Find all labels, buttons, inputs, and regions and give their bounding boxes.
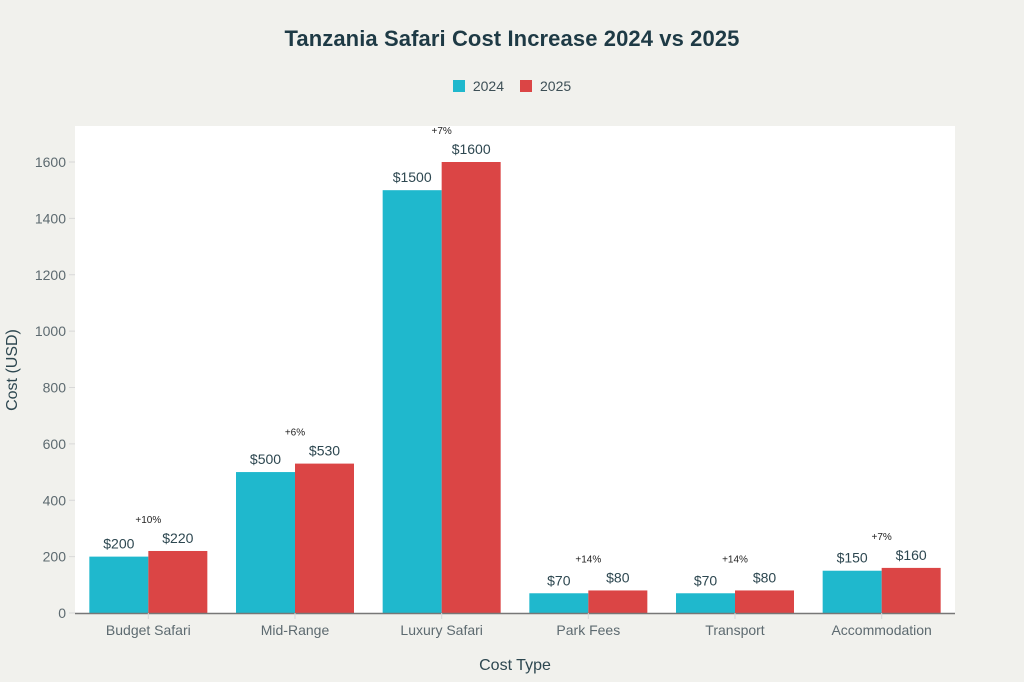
- y-tick-label: 1600: [35, 154, 66, 170]
- data-label-2025: $220: [162, 530, 193, 546]
- x-axis: Budget Safari Mid-Range Luxury Safari Park …: [75, 612, 955, 638]
- legend: 2024 2025: [0, 78, 1024, 94]
- data-label-2024: $70: [694, 572, 718, 588]
- y-tick-label: 400: [43, 492, 67, 508]
- x-tick-label: Transport: [705, 622, 765, 638]
- x-tick-label: Mid-Range: [261, 622, 330, 638]
- data-label-2025: $1600: [452, 141, 491, 157]
- plot-area: [75, 126, 955, 614]
- bar-2024: [529, 593, 589, 613]
- bar-2025: [588, 590, 648, 613]
- bar-2025: [441, 162, 501, 613]
- y-tick-label: 800: [43, 380, 67, 396]
- legend-label-2025: 2025: [540, 78, 572, 94]
- bar-2025: [881, 567, 941, 613]
- legend-swatch-2025: [520, 80, 532, 92]
- y-tick-label: 0: [58, 605, 66, 621]
- y-tick-label: 200: [43, 549, 67, 565]
- data-label-2024: $200: [103, 536, 134, 552]
- legend-swatch-2024: [452, 80, 465, 92]
- x-axis-label: Cost Type: [479, 657, 551, 674]
- increase-annotation: +14%: [722, 554, 748, 565]
- x-tick-label: Accommodation: [831, 622, 931, 638]
- data-label-2024: $500: [250, 451, 281, 467]
- increase-annotation: +6%: [285, 428, 305, 439]
- y-axis: 0 200 400 600 800 1000 1200 1400 1600: [35, 154, 75, 621]
- increase-annotation: +14%: [575, 554, 601, 565]
- increase-annotation: +7%: [872, 532, 892, 543]
- x-tick-label: Park Fees: [556, 622, 620, 638]
- y-axis-label: Cost (USD): [4, 329, 21, 411]
- bar-2024: [236, 472, 295, 613]
- bar-2024: [676, 593, 735, 613]
- y-tick-label: 1000: [35, 323, 66, 339]
- increase-annotation: +7%: [432, 126, 452, 137]
- bar-2025: [735, 590, 794, 613]
- bar-2025: [295, 463, 354, 613]
- data-label-2024: $70: [547, 572, 571, 588]
- increase-annotation: +10%: [135, 515, 161, 526]
- x-tick-label: Budget Safari: [106, 622, 191, 638]
- x-tick-label: Luxury Safari: [400, 622, 482, 638]
- bar-2024: [822, 570, 882, 613]
- y-tick-label: 1400: [35, 210, 66, 226]
- chart-title: Tanzania Safari Cost Increase 2024 vs 20…: [284, 26, 740, 51]
- data-label-2025: $80: [753, 569, 777, 585]
- bar-2024: [89, 556, 149, 613]
- data-label-2025: $160: [896, 547, 927, 563]
- data-label-2024: $150: [837, 550, 868, 566]
- legend-item-2024[interactable]: 2024: [452, 78, 504, 94]
- legend-item-2025[interactable]: 2025: [520, 78, 571, 94]
- y-tick-label: 600: [43, 436, 67, 452]
- bar-2025: [148, 550, 208, 613]
- y-tick-label: 1200: [35, 267, 66, 283]
- bars: $200 $220+10%$500$530+6%$1500$1600+7%$70 $…: [89, 126, 941, 613]
- data-label-2025: $530: [309, 443, 340, 459]
- legend-label-2024: 2024: [472, 78, 504, 94]
- data-label-2024: $1500: [393, 169, 432, 185]
- bar-2024: [382, 190, 442, 613]
- data-label-2025: $80: [606, 569, 630, 585]
